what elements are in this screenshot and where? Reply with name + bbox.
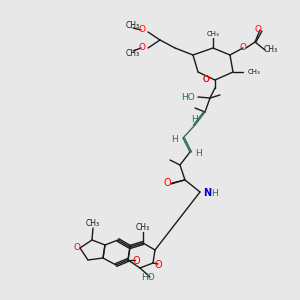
Text: HO: HO <box>141 274 155 283</box>
Text: HO: HO <box>181 92 195 101</box>
Text: O: O <box>154 260 162 270</box>
Text: O: O <box>203 76 209 85</box>
Text: H: H <box>172 136 178 145</box>
Text: O: O <box>139 44 145 52</box>
Text: O: O <box>163 178 171 188</box>
Text: N: N <box>203 188 211 198</box>
Text: CH₃: CH₃ <box>126 49 140 58</box>
Text: O: O <box>132 256 140 266</box>
Text: O: O <box>239 44 247 52</box>
Text: O: O <box>254 26 262 34</box>
Text: O: O <box>74 244 80 253</box>
Text: CH₃: CH₃ <box>86 220 100 229</box>
Text: O: O <box>139 26 145 34</box>
Text: O: O <box>202 74 209 83</box>
Text: H: H <box>192 116 198 124</box>
Text: H: H <box>195 148 201 158</box>
Text: CH₃: CH₃ <box>264 46 278 55</box>
Text: CH₃: CH₃ <box>126 20 140 29</box>
Text: H: H <box>212 188 218 197</box>
Text: CH₃: CH₃ <box>248 69 261 75</box>
Text: CH₃: CH₃ <box>207 31 219 37</box>
Text: CH₃: CH₃ <box>136 224 150 232</box>
